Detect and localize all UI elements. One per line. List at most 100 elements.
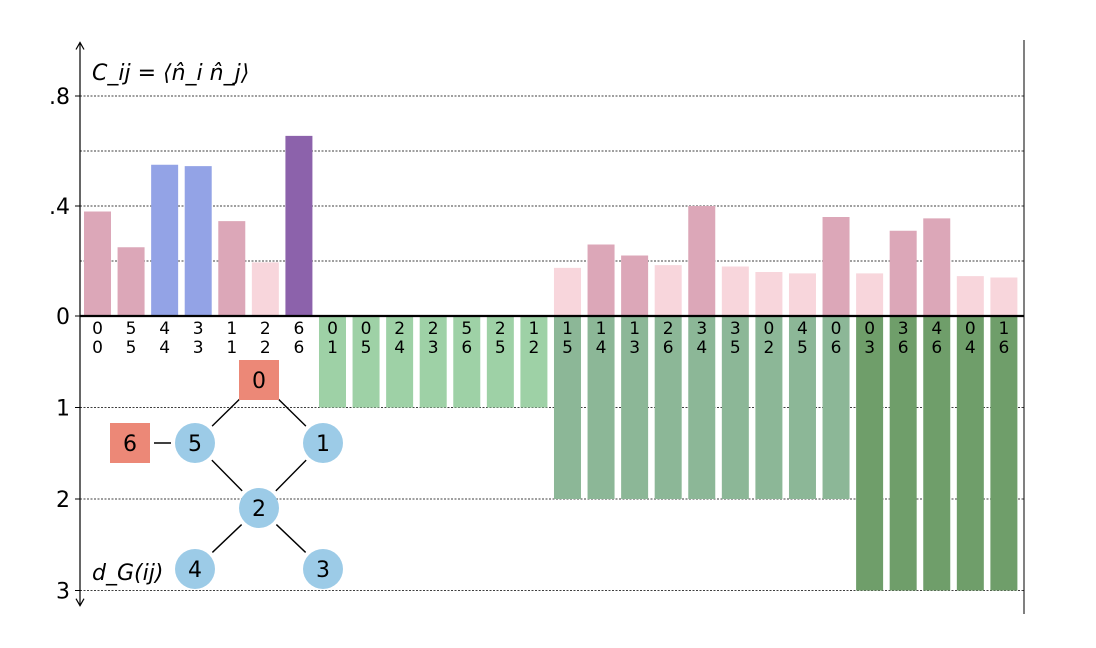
pair-label-second: 3 — [629, 338, 640, 358]
distance-bar — [755, 316, 783, 499]
correlation-bar — [788, 273, 816, 316]
pair-label-first: 3 — [898, 319, 909, 339]
distance-bar — [856, 316, 884, 591]
pair-label-second: 4 — [696, 338, 707, 358]
graph-edge — [275, 524, 307, 553]
graph-node-label: 5 — [188, 432, 202, 457]
correlation-bar — [654, 265, 682, 316]
correlation-bar — [285, 135, 313, 316]
correlation-bar — [889, 230, 917, 316]
graph-node — [303, 423, 343, 463]
pair-label-first: 2 — [394, 319, 405, 339]
correlation-bar — [990, 277, 1018, 316]
y-tick-label-bottom: 3 — [56, 580, 70, 605]
pair-label-second: 5 — [562, 338, 573, 358]
top-axis-label: C_ij = ⟨n̂_i n̂_j⟩ — [92, 61, 249, 86]
pair-label-second: 0 — [92, 338, 103, 358]
pair-label-second: 5 — [126, 338, 137, 358]
pair-label-first: 6 — [294, 319, 305, 339]
distance-bar — [453, 316, 481, 408]
y-axis-arrow-up — [75, 41, 85, 50]
pair-label-first: 0 — [763, 319, 774, 339]
pair-label-second: 4 — [159, 338, 170, 358]
y-tick-label-bottom: 2 — [56, 488, 70, 513]
pair-label-first: 1 — [998, 319, 1009, 339]
distance-bar — [889, 316, 917, 591]
pair-label-second: 3 — [864, 338, 875, 358]
pair-label-second: 5 — [361, 338, 372, 358]
distance-bar — [956, 316, 984, 591]
pair-label-second: 5 — [495, 338, 506, 358]
pair-label-first: 4 — [159, 319, 170, 339]
graph-node — [175, 423, 215, 463]
pair-label-second: 1 — [327, 338, 338, 358]
pair-label-second: 6 — [663, 338, 674, 358]
pair-label-second: 6 — [831, 338, 842, 358]
pair-label-second: 3 — [193, 338, 204, 358]
pair-label-first: 2 — [428, 319, 439, 339]
distance-bar — [486, 316, 514, 408]
pair-label-first: 0 — [327, 319, 338, 339]
pair-label-first: 0 — [965, 319, 976, 339]
y-tick-label-top: .8 — [49, 85, 70, 110]
pair-label-first: 1 — [596, 319, 607, 339]
pair-label-second: 4 — [596, 338, 607, 358]
pair-label-second: 6 — [931, 338, 942, 358]
pair-label-second: 6 — [294, 338, 305, 358]
pair-label-first: 0 — [864, 319, 875, 339]
pair-label-first: 1 — [562, 319, 573, 339]
pair-label-second: 2 — [528, 338, 539, 358]
graph-node-label: 2 — [252, 497, 266, 522]
distance-bar — [520, 316, 548, 408]
y-tick-label-top: 0 — [56, 305, 70, 330]
pair-label-second: 1 — [226, 338, 237, 358]
graph-edge — [211, 459, 243, 492]
correlation-bar — [688, 206, 716, 316]
graph-node-label: 6 — [123, 432, 137, 457]
pair-label-second: 4 — [394, 338, 405, 358]
correlation-bar — [553, 267, 581, 316]
graph-node-label: 4 — [188, 558, 202, 583]
pair-label-first: 1 — [226, 319, 237, 339]
distance-bar — [419, 316, 447, 408]
pair-label-second: 6 — [461, 338, 472, 358]
pair-label-first: 3 — [730, 319, 741, 339]
distance-bar — [352, 316, 380, 408]
graph-node — [239, 488, 279, 528]
pair-label-second: 2 — [763, 338, 774, 358]
y-tick-label-bottom: 1 — [56, 397, 70, 422]
pair-label-first: 3 — [696, 319, 707, 339]
distance-bar — [621, 316, 649, 499]
pair-label-first: 4 — [797, 319, 808, 339]
distance-bar — [788, 316, 816, 499]
distance-bar — [990, 316, 1018, 591]
graph-node — [239, 360, 279, 400]
pair-label-second: 3 — [428, 338, 439, 358]
graph-node-label: 0 — [252, 369, 266, 394]
graph-node — [175, 549, 215, 589]
graph-edge — [211, 396, 243, 427]
correlation-bar — [184, 166, 212, 316]
y-axis-arrow-down — [75, 598, 85, 607]
pair-labels: 0055443311226601052423562512151413263435… — [92, 319, 1009, 358]
graph-edge — [275, 396, 307, 427]
axes — [75, 40, 1025, 614]
pair-label-first: 1 — [528, 319, 539, 339]
correlation-bar — [151, 164, 179, 316]
graph-inset: 0 1 2 3 4 5 6 — [110, 360, 343, 589]
correlation-bar — [721, 266, 749, 316]
pair-label-first: 2 — [260, 319, 271, 339]
distance-bar — [721, 316, 749, 499]
distance-bar — [923, 316, 951, 591]
pair-label-first: 3 — [193, 319, 204, 339]
distance-bar — [822, 316, 850, 499]
correlation-bar — [621, 255, 649, 316]
correlation-bar — [822, 217, 850, 316]
distance-bar — [553, 316, 581, 499]
distance-bar — [654, 316, 682, 499]
pair-label-first: 2 — [663, 319, 674, 339]
pair-label-first: 0 — [831, 319, 842, 339]
pair-label-first: 4 — [931, 319, 942, 339]
correlation-bar — [587, 244, 615, 316]
